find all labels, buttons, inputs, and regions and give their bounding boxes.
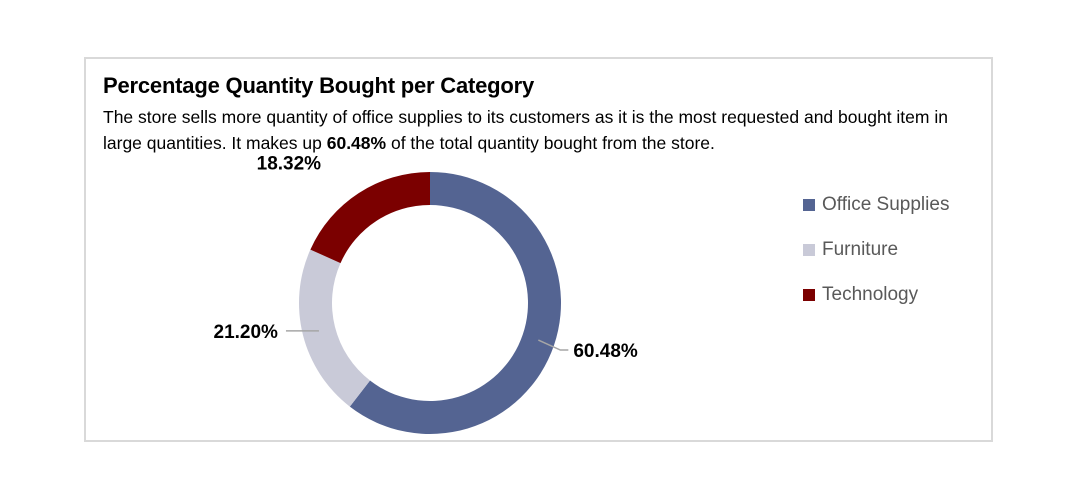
legend-swatch-office-supplies — [803, 199, 815, 211]
legend-item-furniture: Furniture — [803, 238, 949, 262]
legend-label-office-supplies: Office Supplies — [822, 194, 950, 215]
data-label-technology: 18.32% — [257, 153, 322, 174]
legend-swatch-furniture — [803, 244, 815, 256]
data-label-office-supplies: 60.48% — [573, 341, 638, 362]
subtitle-text-start: The store sells more quantity of office … — [103, 107, 948, 153]
donut-slice-technology — [310, 172, 430, 264]
legend-label-furniture: Furniture — [822, 239, 899, 260]
chart-subtitle: The store sells more quantity of office … — [103, 104, 963, 156]
legend-swatch-technology — [803, 289, 815, 301]
legend-item-office-supplies: Office Supplies — [803, 193, 949, 217]
legend-label-technology: Technology — [822, 284, 919, 305]
subtitle-text-end: of the total quantity bought from the st… — [386, 133, 715, 153]
legend-item-technology: Technology — [803, 283, 949, 307]
leader-line-office-supplies — [538, 339, 569, 351]
data-label-furniture: 21.20% — [214, 322, 279, 343]
donut-slice-office-supplies — [349, 172, 561, 434]
subtitle-highlight: 60.48% — [326, 133, 387, 153]
chart-legend: Office Supplies Furniture Technology — [803, 193, 949, 328]
chart-title: Percentage Quantity Bought per Category — [103, 73, 535, 98]
donut-slice-furniture — [298, 249, 371, 407]
